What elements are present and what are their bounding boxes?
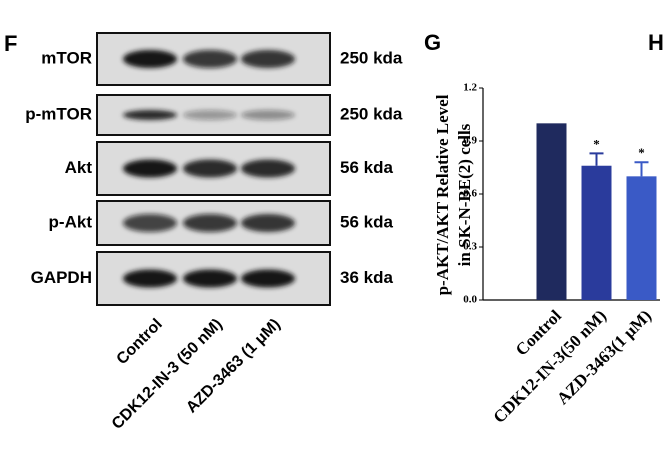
blot-band [183,159,237,178]
panel-label: G [424,30,441,55]
blot-band [241,269,295,288]
lane-label: CDK12-IN-3 (50 nM) [109,316,226,433]
blot-band [241,214,295,232]
blot-band [241,110,295,120]
blot-band [183,110,237,120]
size-label: 250 kda [340,104,403,123]
blot-band [241,50,295,68]
blot-band [241,159,295,178]
error-bar [634,161,649,177]
y-tick-label: 0.3 [463,241,477,253]
y-tick-label: 0.0 [463,294,477,306]
blot-band [183,214,237,232]
size-label: 56 kda [340,158,393,177]
size-label: 56 kda [340,212,393,231]
y-tick-label: 0.9 [463,135,477,147]
protein-label: p-Akt [49,212,93,231]
bar [626,176,657,300]
y-tick-label: 1.2 [463,82,477,94]
significance: * [593,136,600,151]
bar [536,123,567,300]
y-axis-label: in SK-N-BE(2) cells [455,123,474,266]
panel-label: F [4,31,17,56]
size-label: 250 kda [340,48,403,67]
size-label: 36 kda [340,268,393,287]
blot-band [123,50,177,68]
blot-band [123,214,177,232]
protein-label: mTOR [41,48,92,67]
error-bar [589,152,604,166]
y-axis-label: p-AKT/AKT Relative Level [433,94,452,295]
protein-label: Akt [65,158,93,177]
blot-band [123,159,177,178]
lane-label: Control [114,316,166,368]
y-tick-label: 0.6 [463,188,477,200]
significance: * [638,145,645,160]
protein-label: p-mTOR [25,104,92,123]
panel-label: H [648,30,663,55]
blot-band [183,269,237,288]
blot-band [123,110,177,120]
blot-band [183,50,237,68]
protein-label: GAPDH [31,268,92,287]
blot-band [123,269,177,288]
bar [581,165,612,300]
